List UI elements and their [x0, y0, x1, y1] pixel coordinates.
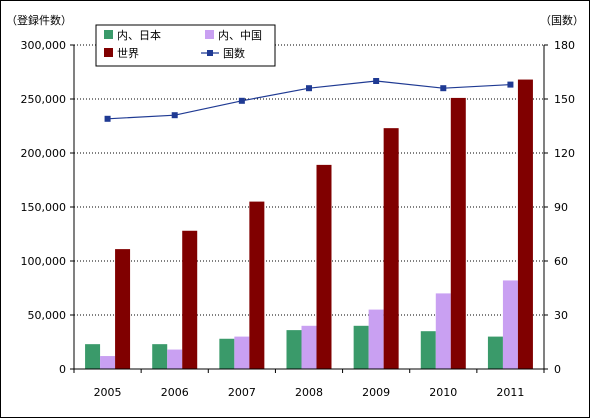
y-right-tick-label: 150: [554, 93, 575, 106]
x-tick-label: 2010: [429, 386, 457, 399]
y-right-tick-label: 0: [554, 363, 561, 376]
x-tick-label: 2009: [362, 386, 390, 399]
legend-label: 世界: [117, 47, 139, 60]
legend-swatch: [104, 48, 113, 57]
x-ticks: 2005 2006 2007 2008 2009 2010 2011: [73, 369, 545, 399]
y-right-tick-label: 60: [554, 255, 568, 268]
y-left-tick-label: 0: [59, 363, 66, 376]
line-point-2009: [373, 78, 380, 84]
line-point-2011: [507, 81, 514, 88]
bar-2011-1: [502, 280, 518, 369]
y-left-tick-label: 300,000: [21, 39, 67, 52]
bar-2010-0: [420, 331, 436, 369]
bar-2008-2: [316, 164, 332, 369]
bar-2010-1: [435, 293, 451, 369]
bar-2008-1: [301, 325, 317, 369]
bar-2005-2: [115, 249, 131, 369]
legend-box: [95, 24, 276, 67]
legend-label: 国数: [223, 47, 245, 60]
bar-2007-2: [249, 201, 265, 369]
y-right-tick-label: 30: [554, 309, 568, 322]
y-right-tick-label: 90: [554, 201, 568, 214]
y-left-axis-label: （登録件数）: [6, 13, 72, 27]
line-point-2006: [171, 112, 178, 119]
bar-2010-2: [450, 97, 466, 370]
legend-swatch: [205, 30, 214, 39]
line-point-2005: [104, 115, 111, 122]
line-point-2007: [238, 97, 245, 104]
y-right-tick-label: 120: [554, 147, 575, 160]
bar-2011-0: [487, 336, 503, 369]
y-left-ticks: 0 50,000 100,000 150,000 200,000 250,000 300,0…: [21, 39, 74, 376]
y-left-tick-label: 250,000: [21, 93, 67, 106]
y-left-tick-label: 200,000: [21, 147, 67, 160]
bar-2009-1: [368, 309, 384, 369]
line-point-2010: [440, 85, 447, 92]
bar-2008-0: [286, 330, 302, 369]
bar-2009-2: [383, 128, 399, 369]
bar-2007-1: [234, 336, 250, 369]
legend-swatch: [104, 30, 113, 39]
legend-label: 内、日本: [117, 28, 161, 42]
legend-label: 内、中国: [218, 28, 262, 42]
bar-2005-1: [100, 356, 116, 369]
line-point-2008: [306, 85, 312, 92]
y-left-tick-label: 150,000: [21, 201, 67, 214]
y-left-tick-label: 50,000: [28, 309, 67, 322]
x-tick-label: 2006: [161, 386, 189, 399]
x-tick-label: 2008: [295, 386, 323, 399]
bar-2005-0: [85, 344, 101, 369]
x-tick-label: 2005: [94, 386, 122, 399]
bar-2006-1: [167, 349, 183, 369]
y-right-tick-label: 180: [554, 39, 575, 52]
bar-2009-0: [353, 325, 369, 369]
bar-2007-0: [219, 338, 235, 369]
y-right-axis-label: （国数）: [540, 14, 584, 27]
y-left-tick-label: 100,000: [21, 255, 67, 268]
line-layer: [104, 78, 514, 122]
bar-2006-0: [152, 344, 168, 369]
x-tick-label: 2011: [496, 386, 524, 399]
y-right-ticks: 0 30 60 90 120 150 180: [544, 39, 575, 376]
bar-2011-2: [517, 79, 533, 369]
x-tick-label: 2007: [228, 386, 256, 399]
legend-marker: [207, 50, 213, 56]
bar-2006-2: [182, 230, 198, 369]
bars-layer: [85, 79, 533, 370]
